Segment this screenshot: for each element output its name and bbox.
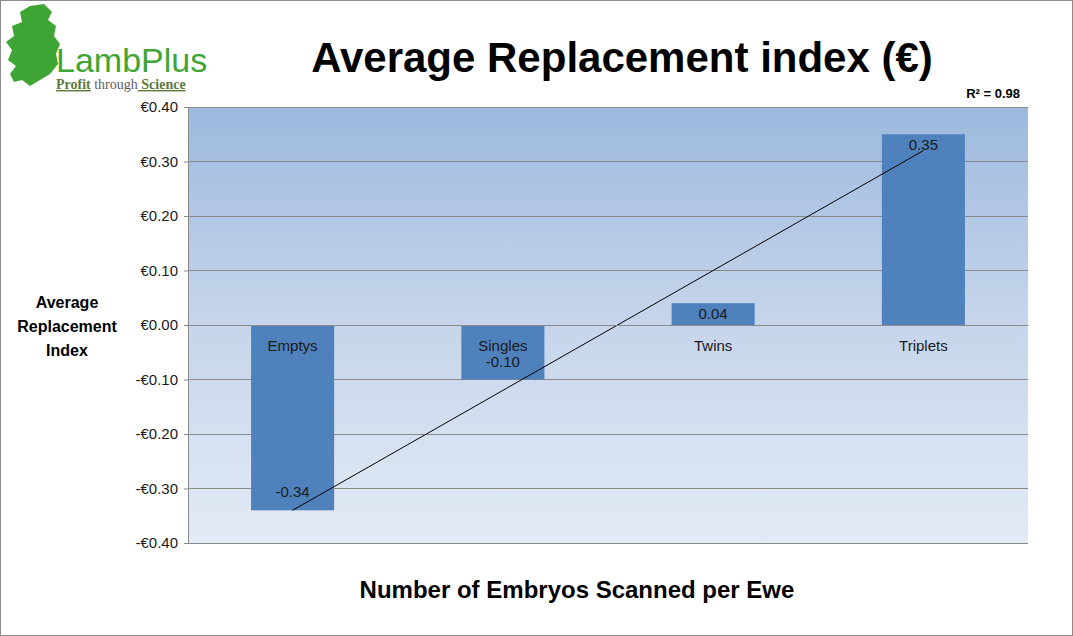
- grid-line: [188, 107, 1028, 108]
- y-tick-mark: [184, 489, 188, 490]
- y-tick-mark: [184, 216, 188, 217]
- y-tick: €0.40: [140, 98, 188, 115]
- trend-line: [293, 151, 924, 511]
- y-tick: -€0.10: [135, 371, 188, 388]
- y-tick-mark: [184, 543, 188, 544]
- y-tick-mark: [184, 380, 188, 381]
- annotation: R² = 0.98: [966, 86, 1020, 101]
- data-labels: -0.34 -0.10 0.04 0.35: [276, 136, 938, 500]
- logo-tagline: Profit through Science: [56, 77, 186, 92]
- grid-line: [188, 543, 1028, 544]
- logo: LambPlusProfit through Science: [6, 4, 207, 92]
- x-tick: Emptys: [268, 325, 318, 354]
- y-tick: €0.30: [140, 153, 188, 170]
- x-axis: Emptys Singles Twins Triplets: [189, 325, 1029, 354]
- marks: [251, 134, 965, 510]
- bar: [461, 325, 544, 380]
- logo-name: LambPlus: [56, 41, 207, 79]
- y-axis: -€0.40 -€0.30 -€0.20 -€0.10 €0.00 €0.10 €0.20 €…: [135, 98, 188, 551]
- y-tick: €0.00: [140, 316, 188, 333]
- y-tick-mark: [184, 271, 188, 272]
- y-tick: -€0.20: [135, 425, 188, 442]
- y-tick-label: €0.10: [140, 262, 178, 279]
- data-label: -0.10: [486, 353, 520, 370]
- y-tick-mark: [184, 434, 188, 435]
- y-tick-label: €0.30: [140, 153, 178, 170]
- data-label: 0.04: [699, 305, 728, 322]
- x-axis-line: [189, 325, 1029, 326]
- y-tick-mark: [184, 325, 188, 326]
- x-tick: Twins: [694, 325, 732, 354]
- logo-icon: [6, 4, 60, 86]
- x-tick: Triplets: [899, 325, 948, 354]
- data-label: 0.35: [909, 136, 938, 153]
- y-tick-label: -€0.40: [135, 534, 178, 551]
- bar: [251, 325, 334, 510]
- y-tick-label: €0.00: [140, 316, 178, 333]
- y-tick: €0.20: [140, 207, 188, 224]
- y-tick-label: -€0.10: [135, 371, 178, 388]
- y-tick: €0.10: [140, 262, 188, 279]
- x-tick: Singles: [478, 325, 527, 354]
- x-tick-label: Twins: [694, 337, 732, 354]
- grid: [188, 107, 1028, 543]
- y-tick: -€0.40: [135, 534, 188, 551]
- y-tick-label: €0.20: [140, 207, 178, 224]
- chart-frame: [1, 1, 1073, 636]
- y-tick-label: -€0.20: [135, 425, 178, 442]
- y-tick-label: -€0.30: [135, 480, 178, 497]
- x-axis-title: Number of Embryos Scanned per Ewe: [360, 576, 795, 603]
- logo-tagline-word: Science: [138, 77, 186, 92]
- logo-tagline-word: Profit: [56, 77, 91, 92]
- plot-area: [188, 107, 1028, 543]
- data-label: -0.34: [276, 483, 310, 500]
- y-tick: -€0.30: [135, 480, 188, 497]
- x-tick-label: Triplets: [899, 337, 948, 354]
- y-tick-label: €0.40: [140, 98, 178, 115]
- bar: [882, 134, 965, 325]
- y-tick-mark: [184, 162, 188, 163]
- chart-svg: -€0.40 -€0.30 -€0.20 -€0.10 €0.00 €0.10 €0.20 €…: [0, 0, 1073, 636]
- logo-tagline-word: through: [91, 77, 138, 92]
- y-axis-title: AverageReplacementIndex: [17, 294, 117, 359]
- x-tick-label: Singles: [478, 337, 527, 354]
- x-tick-label: Emptys: [268, 337, 318, 354]
- chart-title: Average Replacement index (€): [311, 34, 933, 81]
- bar: [672, 303, 755, 325]
- y-tick-mark: [184, 107, 188, 108]
